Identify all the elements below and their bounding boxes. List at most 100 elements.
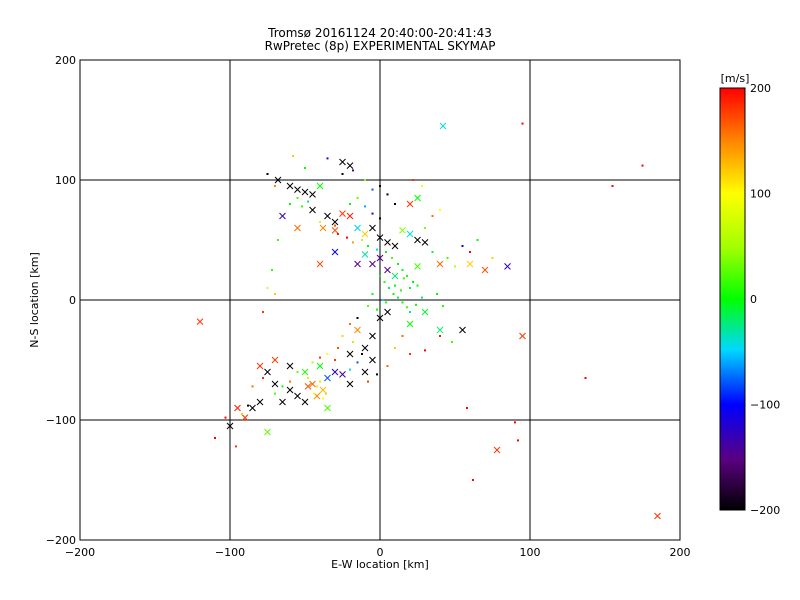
- data-point-dot: [415, 303, 417, 306]
- data-point-dot: [322, 397, 324, 400]
- data-point-cross: [331, 227, 339, 234]
- data-point-dot: [379, 217, 381, 220]
- data-point-dot: [274, 392, 276, 395]
- data-point-cross: [286, 362, 294, 370]
- data-point-cross: [376, 234, 384, 241]
- data-point-dot: [356, 361, 359, 364]
- data-point-dot: [406, 306, 408, 309]
- data-point-cross: [294, 186, 301, 193]
- data-point-cross: [369, 332, 376, 340]
- data-point-cross: [384, 266, 391, 274]
- data-point-dot: [466, 407, 468, 409]
- data-point-cross: [331, 248, 339, 256]
- data-point-dot: [521, 122, 524, 125]
- y-axis-label: N-S location [km]: [28, 252, 41, 348]
- data-point-dot: [385, 301, 387, 304]
- data-point-dot: [376, 308, 378, 311]
- data-point-dot: [431, 251, 434, 253]
- data-point-dot: [409, 311, 411, 313]
- data-point-cross: [369, 224, 376, 232]
- data-point-cross: [226, 422, 234, 430]
- data-point-dot: [371, 293, 374, 295]
- data-point-cross: [271, 356, 279, 364]
- data-point-cross: [346, 380, 354, 388]
- data-point-dot: [271, 269, 273, 271]
- y-tick-label: 0: [69, 294, 76, 307]
- data-point-cross: [241, 414, 249, 421]
- data-point-cross: [459, 326, 466, 334]
- data-point-dot: [367, 245, 369, 247]
- data-point-dot: [442, 305, 444, 307]
- data-point-cross: [519, 332, 526, 340]
- data-point-dot: [424, 349, 426, 352]
- chart-title: Tromsø 20161124 20:40:00-20:41:43: [267, 26, 492, 40]
- data-point-dot: [491, 257, 494, 259]
- data-point-dot: [406, 275, 408, 277]
- data-point-cross: [271, 380, 279, 388]
- colorbar-tick-label: 100: [750, 188, 771, 201]
- data-point-cross: [279, 212, 286, 220]
- data-point-cross: [384, 308, 391, 316]
- data-point-cross: [324, 374, 331, 382]
- colorbar: [719, 87, 746, 511]
- data-point-dot: [326, 353, 329, 355]
- data-point-cross: [294, 224, 301, 232]
- data-point-cross: [319, 224, 327, 232]
- data-point-dot: [235, 445, 237, 448]
- data-point-cross: [286, 386, 294, 394]
- data-point-cross: [436, 326, 444, 334]
- data-point-cross: [406, 230, 414, 238]
- chart-subtitle: RwPretec (8p) EXPERIMENTAL SKYMAP: [265, 39, 496, 53]
- data-point-dot: [421, 296, 423, 299]
- data-point-cross: [324, 404, 331, 412]
- data-point-cross: [331, 218, 339, 226]
- data-point-cross: [439, 122, 447, 130]
- data-point-dot: [251, 385, 254, 388]
- data-point-cross: [309, 380, 316, 388]
- data-point-dot: [439, 209, 441, 211]
- data-point-dot: [472, 479, 474, 481]
- data-point-dot: [296, 371, 299, 373]
- data-point-cross: [421, 239, 429, 246]
- data-point-cross: [361, 344, 369, 352]
- data-point-dot: [296, 197, 299, 199]
- data-point-dot: [316, 385, 318, 388]
- data-point-cross: [234, 404, 241, 412]
- data-point-dot: [262, 311, 264, 313]
- data-point-dot: [409, 353, 411, 355]
- data-point-dot: [361, 353, 363, 355]
- data-point-dot: [394, 347, 396, 349]
- data-point-dot: [349, 323, 351, 325]
- data-point-dot: [469, 251, 471, 253]
- data-point-dot: [349, 368, 351, 371]
- data-point-cross: [316, 260, 324, 268]
- data-point-dot: [262, 377, 264, 379]
- data-point-cross: [331, 368, 339, 376]
- data-point-dot: [376, 373, 378, 376]
- data-point-dot: [301, 205, 303, 208]
- data-point-cross: [369, 356, 376, 364]
- data-point-dot: [325, 392, 327, 395]
- data-point-dot: [517, 439, 519, 442]
- data-point-cross: [286, 182, 294, 190]
- data-point-dot: [424, 227, 426, 229]
- data-point-cross: [354, 326, 361, 334]
- data-point-cross: [654, 512, 661, 520]
- data-point-dot: [382, 299, 384, 301]
- data-point-dot: [367, 380, 369, 383]
- data-point-dot: [386, 193, 389, 196]
- data-point-dot: [319, 380, 321, 383]
- data-points: [196, 122, 661, 520]
- data-point-dot: [266, 287, 269, 289]
- data-point-dot: [388, 287, 390, 289]
- colorbar-tick-label: 0: [750, 293, 757, 306]
- x-tick-labels: −200 −100 0 100 200: [65, 546, 691, 559]
- data-point-cross: [339, 371, 346, 378]
- data-point-cross: [361, 230, 369, 238]
- colorbar-tick-labels: −200 −100 0 100 200: [750, 82, 780, 517]
- data-point-dot: [421, 185, 423, 187]
- data-point-dot: [292, 155, 294, 157]
- data-point-dot: [352, 241, 354, 244]
- data-point-dot: [397, 263, 399, 265]
